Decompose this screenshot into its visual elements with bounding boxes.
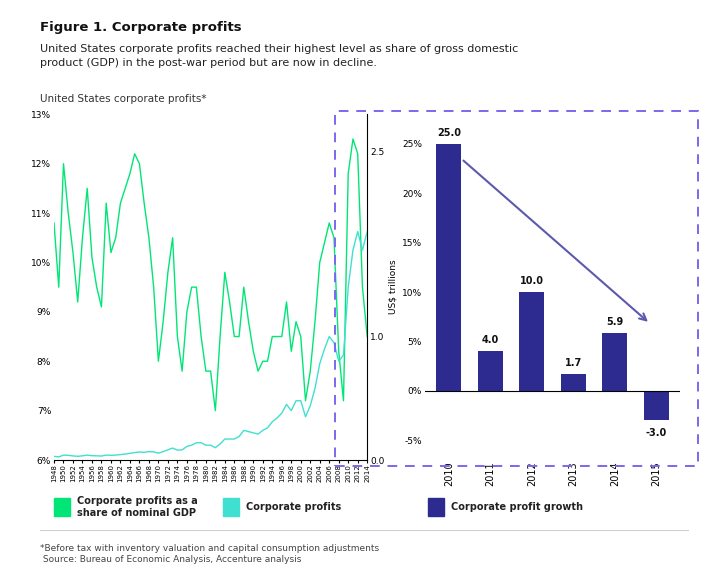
Y-axis label: US$ trillions: US$ trillions [389, 260, 397, 315]
Text: 1.7: 1.7 [564, 358, 582, 368]
Bar [478, 352, 503, 391]
Text: Figure 1. Corporate profits: Figure 1. Corporate profits [40, 21, 241, 33]
Bar [644, 391, 669, 421]
Text: Corporate profits as a
share of nominal GDP: Corporate profits as a share of nominal … [77, 496, 198, 517]
Text: 25.0: 25.0 [437, 128, 461, 138]
Bar [561, 374, 586, 391]
Bar [603, 333, 627, 391]
Text: Corporate profits: Corporate profits [246, 502, 341, 512]
Text: *Before tax with inventory valuation and capital consumption adjustments
 Source: *Before tax with inventory valuation and… [40, 544, 379, 564]
Text: United States corporate profits*: United States corporate profits* [40, 94, 206, 104]
Bar [519, 292, 544, 391]
Text: -3.0: -3.0 [646, 428, 667, 438]
Text: 4.0: 4.0 [482, 335, 499, 345]
Text: Corporate profit growth: Corporate profit growth [451, 502, 583, 512]
Bar [436, 144, 462, 391]
Text: 10.0: 10.0 [520, 276, 544, 286]
Text: 5.9: 5.9 [606, 316, 624, 326]
Text: United States corporate profits reached their highest level as share of gross do: United States corporate profits reached … [40, 44, 518, 68]
